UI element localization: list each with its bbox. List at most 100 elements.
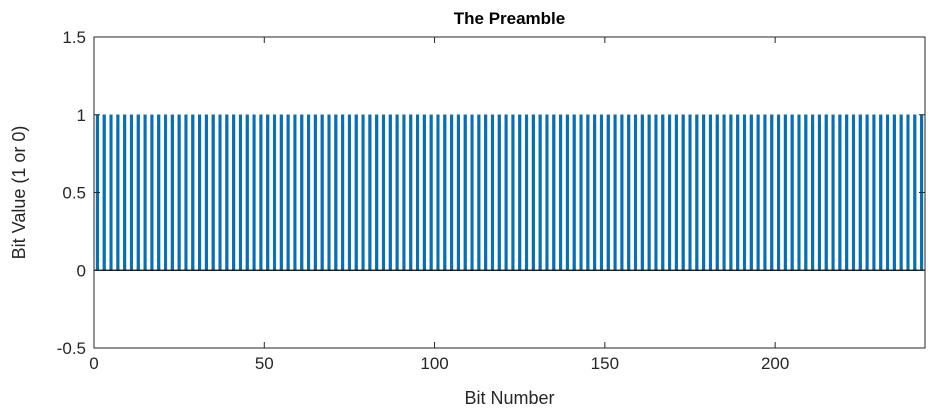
bar (347, 114, 351, 271)
bar (559, 114, 563, 271)
bar (225, 114, 229, 271)
bar (163, 114, 168, 271)
bar (797, 114, 801, 271)
bar (422, 114, 426, 271)
bar (899, 114, 903, 271)
y-tick-label: 0 (77, 261, 86, 280)
bar (470, 114, 474, 271)
bar (415, 114, 420, 271)
bar (456, 114, 460, 271)
bar (831, 114, 835, 271)
bar (279, 114, 283, 271)
y-tick-label: 0.5 (62, 184, 86, 203)
x-tick-label: 150 (591, 354, 619, 373)
bar (586, 114, 590, 271)
bar (599, 114, 604, 271)
bar (790, 114, 794, 271)
bar (170, 114, 174, 271)
bar (524, 114, 529, 271)
bar (102, 114, 106, 271)
bar (906, 114, 910, 271)
bar (858, 114, 862, 271)
bar (627, 114, 631, 271)
bar (552, 114, 556, 271)
bar (136, 114, 140, 271)
bar (252, 114, 256, 271)
bar (313, 114, 317, 271)
x-tick-label: 200 (761, 354, 789, 373)
bar (845, 114, 849, 271)
bar (511, 114, 515, 271)
x-axis-label: Bit Number (464, 388, 554, 408)
bar (613, 114, 617, 271)
bar (518, 114, 522, 271)
bar (715, 114, 719, 271)
bar (450, 114, 454, 271)
bar (497, 114, 501, 271)
bars-group (95, 114, 924, 271)
bar (300, 114, 304, 271)
x-tick-label: 0 (89, 354, 98, 373)
bar (817, 114, 821, 271)
bar (150, 114, 154, 271)
bar (695, 114, 699, 271)
x-tick-label: 50 (255, 354, 274, 373)
bar (320, 114, 324, 271)
bar (885, 114, 890, 271)
bar (436, 114, 440, 271)
bar (865, 114, 869, 271)
bar (804, 114, 808, 271)
bar (654, 114, 658, 271)
bar (245, 114, 249, 271)
bar (620, 114, 624, 271)
bar (375, 114, 379, 271)
bar (504, 114, 508, 271)
bar (198, 114, 202, 271)
bar (565, 114, 569, 271)
bar (749, 114, 753, 271)
bar (811, 114, 815, 271)
bar (824, 114, 828, 271)
bar (272, 114, 277, 271)
bar (238, 114, 243, 271)
bar (218, 114, 222, 271)
bar (593, 114, 597, 271)
chart-title: The Preamble (454, 9, 566, 28)
bar (531, 114, 535, 271)
bar (395, 114, 399, 271)
bar (116, 114, 120, 271)
bar (770, 114, 774, 271)
bar (838, 114, 842, 271)
bar (688, 114, 692, 271)
bar (123, 114, 127, 271)
bar (361, 114, 365, 271)
bar (204, 114, 208, 271)
bar (286, 114, 290, 271)
bar (409, 114, 413, 271)
bar (722, 114, 726, 271)
bar (742, 114, 747, 271)
y-axis-ticks: -0.5 0 0.5 1 1.5 (57, 28, 925, 358)
bar (729, 114, 733, 271)
bar (681, 114, 685, 271)
bar (109, 114, 113, 271)
bar (341, 114, 345, 271)
bar (143, 114, 147, 271)
bar (647, 114, 651, 271)
y-tick-label: 1 (77, 106, 86, 125)
bar (545, 114, 549, 271)
bar (232, 114, 236, 271)
bar (674, 114, 678, 271)
bar (484, 114, 488, 271)
bar (763, 114, 767, 271)
bar (913, 114, 917, 271)
bar (579, 114, 583, 271)
bar (879, 114, 883, 271)
bar (702, 114, 706, 271)
bar (851, 114, 856, 271)
bar (606, 114, 610, 271)
bar (872, 114, 876, 271)
bar (327, 114, 331, 271)
bar (783, 114, 787, 271)
